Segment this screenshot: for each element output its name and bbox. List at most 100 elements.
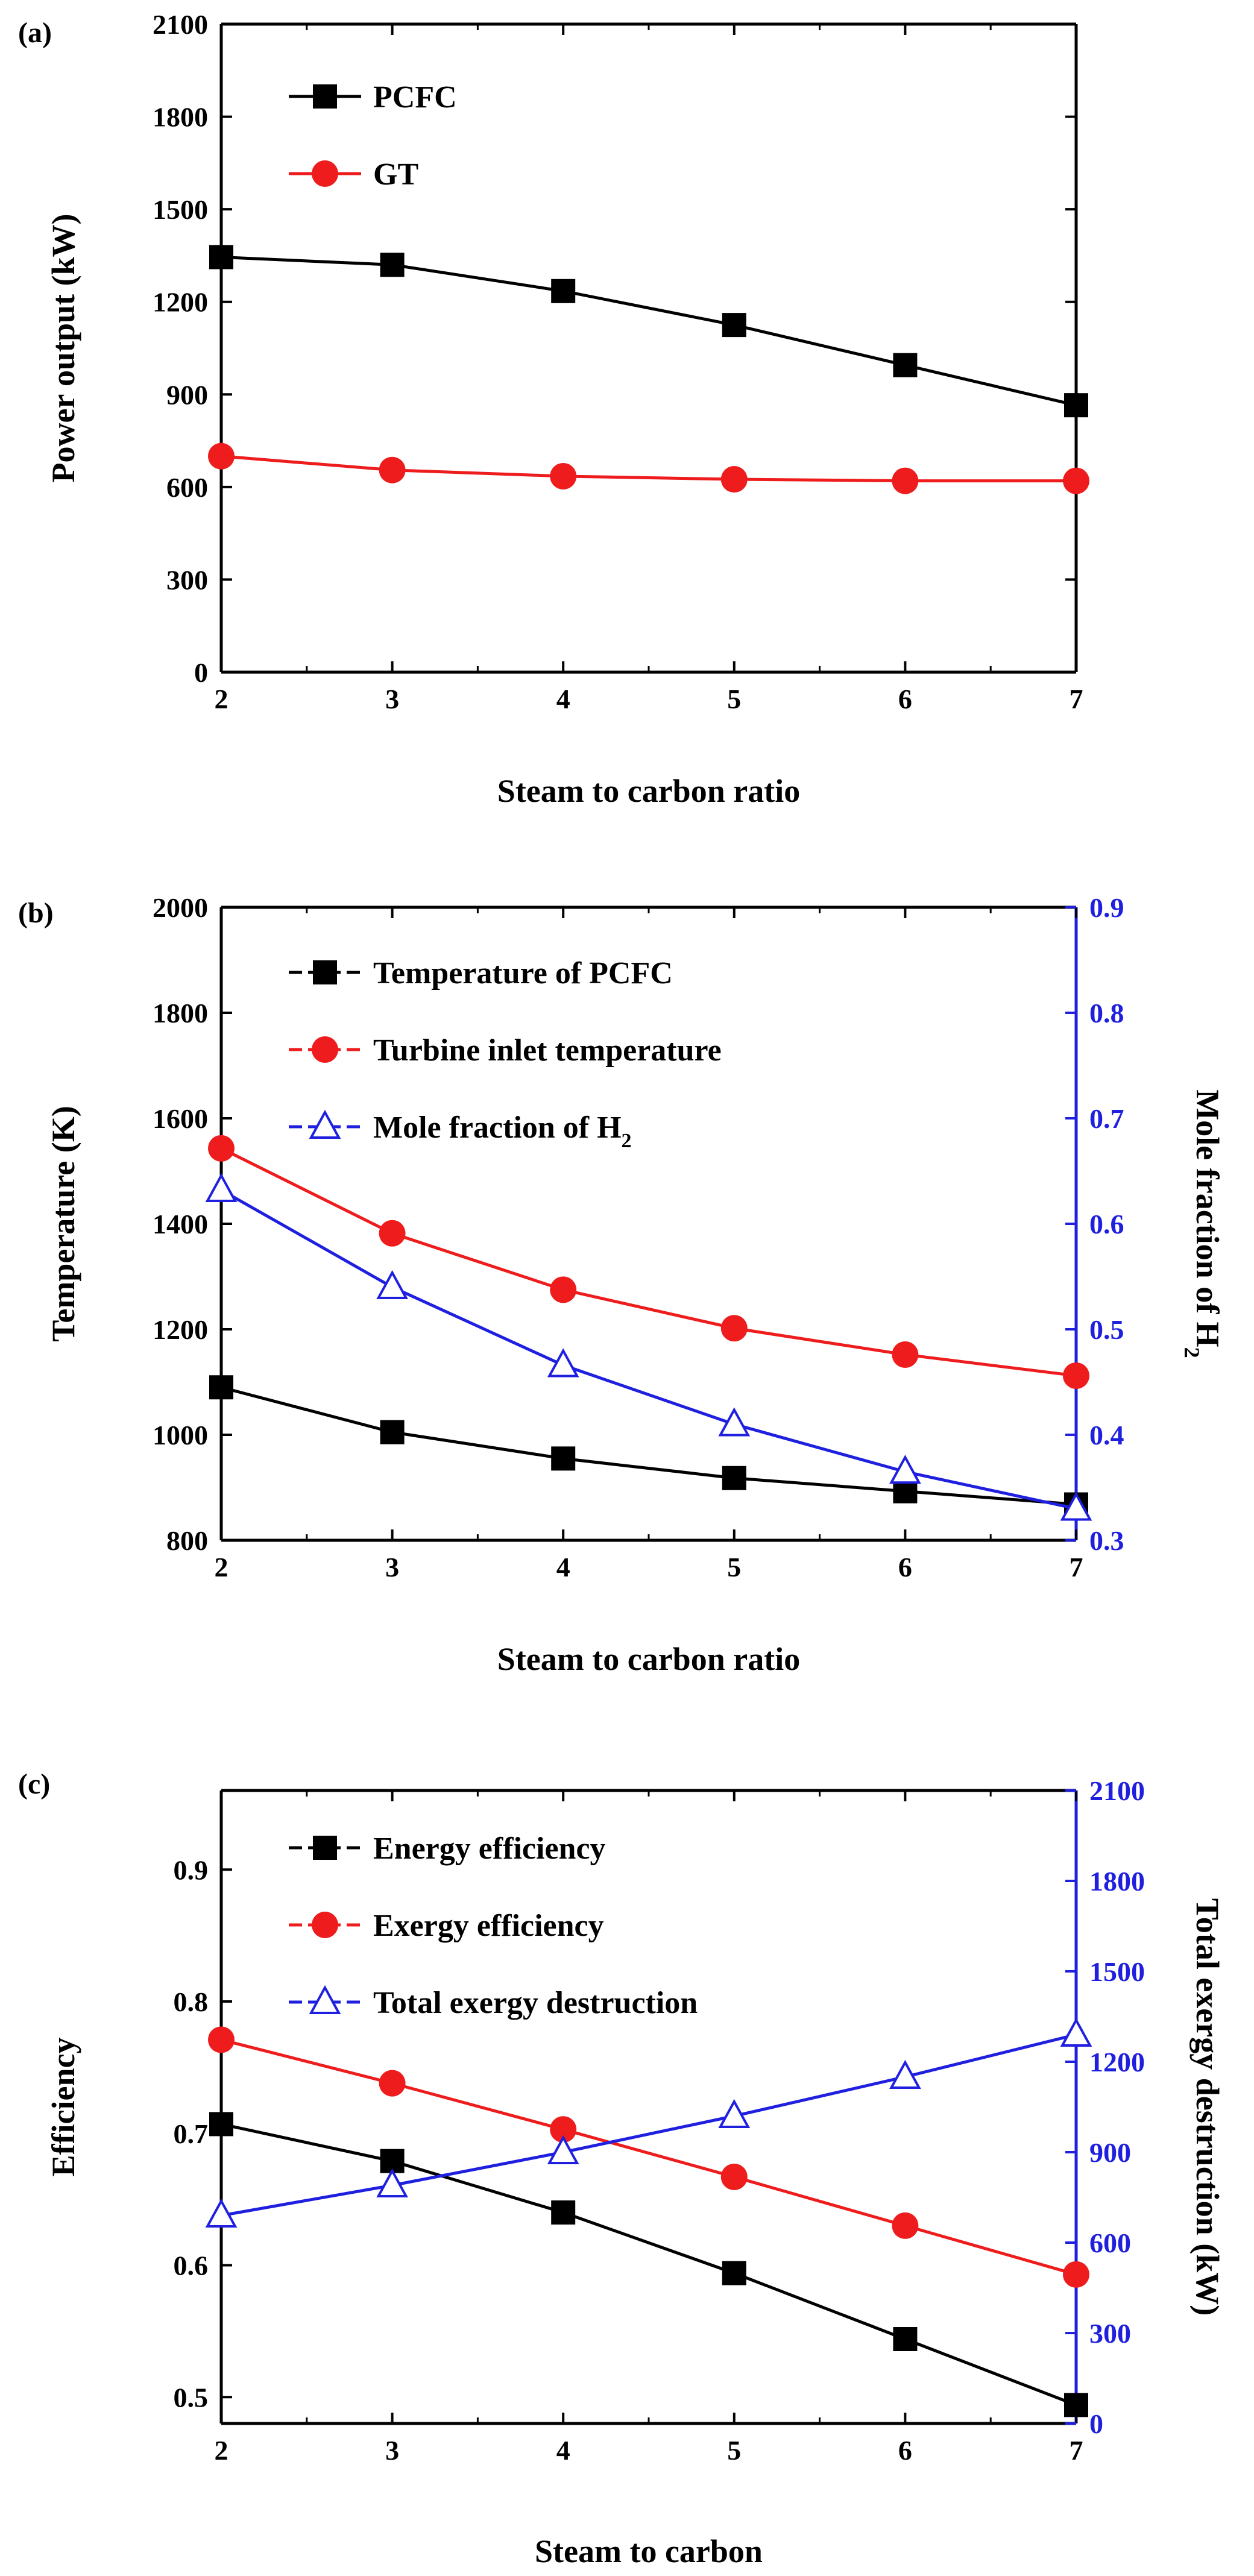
data-point bbox=[718, 2099, 751, 2128]
legend-marker bbox=[312, 160, 338, 187]
x-axis-title: Steam to carbon ratio bbox=[497, 773, 800, 809]
data-point bbox=[892, 467, 919, 494]
legend-label: Energy efficiency bbox=[373, 1831, 606, 1866]
y-tick-label-left: 1200 bbox=[153, 287, 208, 318]
x-tick-label: 3 bbox=[385, 2435, 399, 2466]
data-point bbox=[547, 2135, 579, 2164]
y-tick-label-left: 2100 bbox=[153, 9, 208, 40]
data-point bbox=[722, 1466, 746, 1490]
panel-label: (b) bbox=[18, 897, 54, 929]
data-point bbox=[380, 253, 405, 277]
y-axis-title-left: Power output (kW) bbox=[45, 213, 81, 482]
series-line bbox=[221, 2038, 1077, 2276]
legend-label-main: Total exergy destruction bbox=[373, 1986, 698, 2020]
panel-label: (c) bbox=[18, 1768, 50, 1800]
series-line bbox=[221, 2122, 1077, 2407]
data-point bbox=[1063, 467, 1089, 494]
y-tick-label-left: 1600 bbox=[153, 1103, 208, 1134]
y-tick-label-right: 0 bbox=[1089, 2408, 1103, 2439]
data-point bbox=[550, 462, 577, 490]
x-tick-label: 4 bbox=[556, 2435, 570, 2466]
data-point bbox=[1060, 1491, 1092, 1521]
legend-label: GT bbox=[373, 157, 418, 192]
x-axis-title: Steam to carbon bbox=[535, 2533, 763, 2569]
y-tick-label-right: 0.6 bbox=[1089, 1209, 1124, 1239]
data-point bbox=[722, 313, 746, 338]
x-tick-label: 7 bbox=[1070, 1552, 1083, 1582]
x-tick-label: 5 bbox=[727, 1552, 741, 1582]
legend-label-main: GT bbox=[373, 157, 418, 192]
x-tick-label: 5 bbox=[727, 2435, 741, 2466]
legend-marker bbox=[312, 1036, 338, 1063]
legend-marker bbox=[312, 1912, 338, 1938]
y-axis-title-right: Total exergy destruction (kW) bbox=[1189, 1898, 1226, 2316]
data-point bbox=[1064, 2393, 1088, 2417]
y-axis-title-right-main: Total exergy destruction (kW) bbox=[1189, 1898, 1226, 2316]
legend-label-subscript: 2 bbox=[622, 1130, 632, 1152]
legend-marker bbox=[313, 1836, 337, 1860]
data-point bbox=[209, 245, 233, 269]
y-tick-label-left: 300 bbox=[166, 564, 208, 595]
data-point bbox=[718, 1407, 751, 1437]
data-point bbox=[205, 2198, 238, 2228]
data-point bbox=[551, 1446, 576, 1471]
y-tick-label-left: 0.9 bbox=[174, 1854, 209, 1885]
x-tick-label: 2 bbox=[215, 2435, 228, 2466]
y-tick-label-left: 0.7 bbox=[174, 2118, 209, 2149]
y-tick-label-right: 0.5 bbox=[1089, 1314, 1124, 1345]
x-axis-title: Steam to carbon ratio bbox=[497, 1641, 800, 1677]
x-tick-label: 5 bbox=[727, 684, 741, 714]
data-point bbox=[720, 2163, 748, 2190]
y-tick-label-right: 1500 bbox=[1089, 1956, 1145, 1987]
y-tick-label-right: 300 bbox=[1089, 2318, 1131, 2349]
y-tick-label-left: 0.8 bbox=[174, 1986, 209, 2017]
data-point bbox=[893, 353, 918, 377]
data-point bbox=[1063, 1362, 1089, 1389]
y-tick-label-right: 900 bbox=[1089, 2137, 1131, 2168]
legend-label-main: Mole fraction of H bbox=[373, 1110, 622, 1145]
legend-label: Total exergy destruction bbox=[373, 1986, 698, 2020]
y-tick-label-left: 1800 bbox=[153, 102, 208, 133]
data-point bbox=[550, 1276, 577, 1303]
data-point bbox=[379, 2070, 406, 2097]
chart-panel-3: (c) 2 3 4 5 6 7 0.5 0.6 0.7 0.8 0.9 0 300 600 900 1200 15… bbox=[18, 1768, 1226, 2569]
data-point bbox=[376, 1270, 408, 1299]
chart-panel-2: (b) 2 3 4 5 6 7 800 1000 1200 1400 1600 1800 2000 0.3 0… bbox=[18, 892, 1226, 1677]
y-tick-label-left: 1500 bbox=[153, 194, 208, 225]
data-point bbox=[379, 456, 406, 483]
data-point bbox=[1063, 2261, 1089, 2288]
y-tick-label-left: 1000 bbox=[153, 1420, 208, 1450]
series-3: Mole fraction of H2 bbox=[205, 1109, 1092, 1521]
y-tick-label-right: 0.8 bbox=[1089, 998, 1124, 1028]
series-3: Total exergy destruction bbox=[205, 1985, 1092, 2228]
x-tick-label: 6 bbox=[898, 684, 912, 714]
y-axis-title-right-main: Mole fraction of H bbox=[1189, 1089, 1226, 1347]
y-tick-label-right: 2100 bbox=[1089, 1775, 1145, 1806]
data-point bbox=[722, 2261, 746, 2285]
series-2: GT bbox=[208, 157, 1089, 494]
chart-panel-1: (a) 2 3 4 5 6 7 0 300 600 900 1200 1500 1800 2100 Steam… bbox=[18, 9, 1089, 809]
series-line bbox=[221, 1385, 1077, 1506]
y-tick-label-right: 0.3 bbox=[1089, 1525, 1124, 1556]
x-tick-label: 2 bbox=[215, 1552, 228, 1582]
y-axis-title-right-subscript: 2 bbox=[1180, 1347, 1204, 1358]
data-point bbox=[376, 2168, 408, 2197]
data-point bbox=[208, 1135, 235, 1162]
y-axis-title-left: Efficiency bbox=[45, 2038, 81, 2177]
series-2: Turbine inlet temperature bbox=[208, 1033, 1089, 1389]
y-tick-label-right: 1200 bbox=[1089, 2047, 1145, 2077]
data-point bbox=[892, 1341, 919, 1368]
data-point bbox=[208, 442, 235, 470]
legend-label: Exergy efficiency bbox=[373, 1909, 604, 1943]
y-tick-label-left: 2000 bbox=[153, 892, 208, 923]
y-tick-label-left: 0.6 bbox=[174, 2250, 209, 2281]
legend-marker bbox=[313, 960, 337, 984]
x-tick-label: 7 bbox=[1070, 2435, 1083, 2466]
series-1: Temperature of PCFC bbox=[209, 956, 1088, 1517]
data-point bbox=[1060, 2017, 1092, 2047]
y-tick-label-left: 800 bbox=[166, 1525, 208, 1556]
data-point bbox=[380, 1420, 405, 1444]
x-tick-label: 7 bbox=[1070, 684, 1083, 714]
x-tick-label: 3 bbox=[385, 684, 399, 714]
